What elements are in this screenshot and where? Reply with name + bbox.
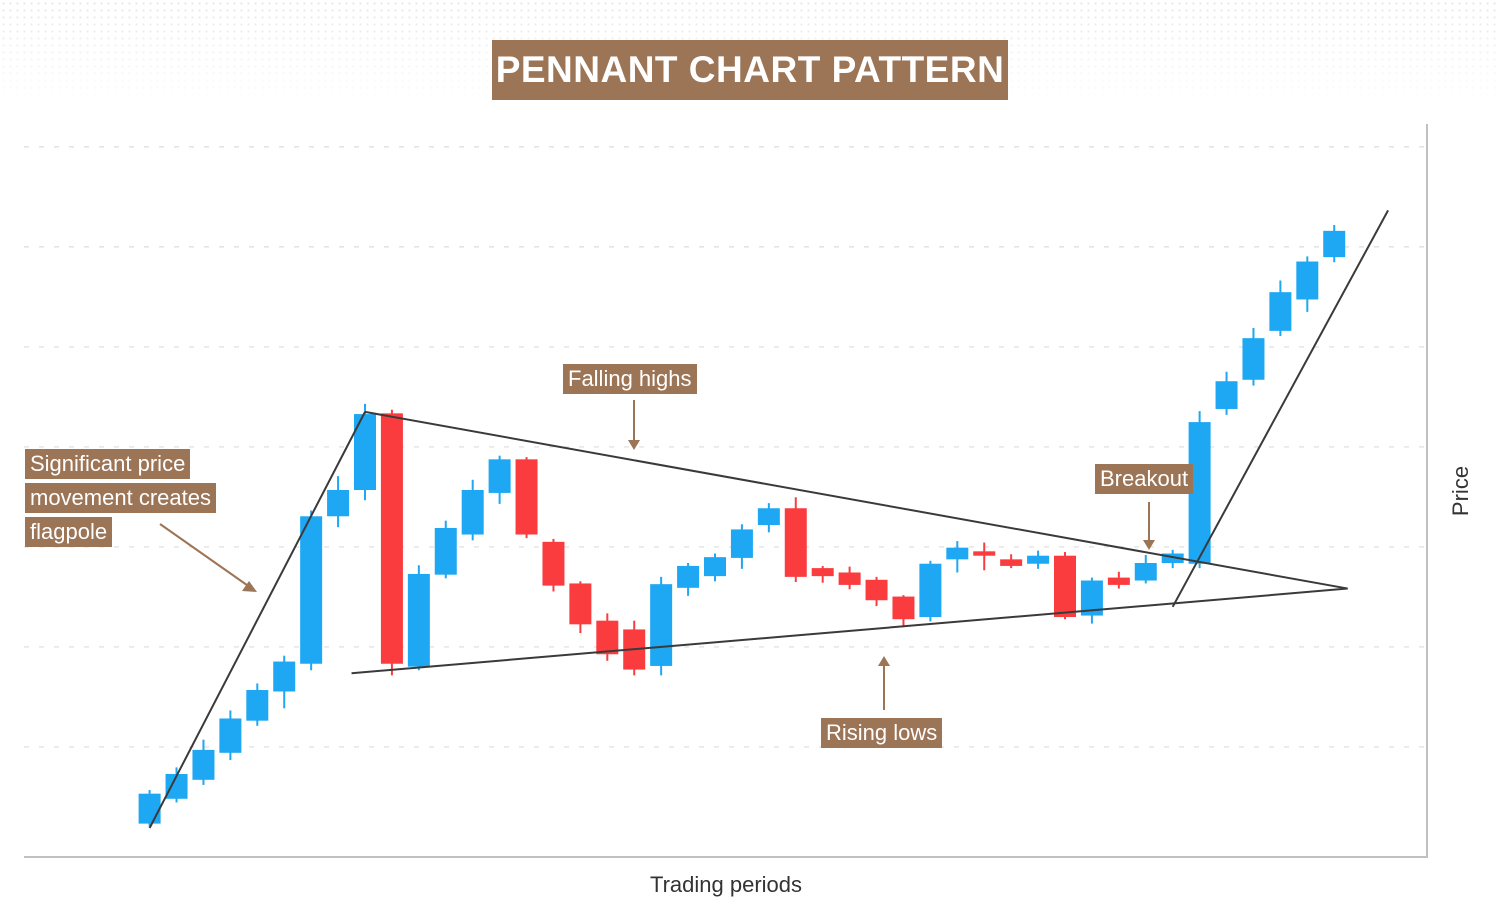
candle-body-19 bbox=[650, 584, 673, 666]
trendline-breakout bbox=[1171, 209, 1389, 608]
candle-body-21 bbox=[704, 557, 726, 577]
gridlines bbox=[24, 146, 1425, 748]
candle-body-35 bbox=[1080, 580, 1103, 616]
breakout-arrowhead bbox=[1143, 540, 1155, 550]
candle-body-39 bbox=[1188, 422, 1211, 564]
candle-body-29 bbox=[919, 563, 942, 618]
candle-body-9 bbox=[380, 413, 403, 664]
candle-body-3 bbox=[219, 718, 242, 753]
candle-body-37 bbox=[1134, 563, 1157, 581]
candle-body-36 bbox=[1107, 577, 1130, 585]
candle-body-16 bbox=[569, 583, 592, 625]
candle-body-11 bbox=[434, 527, 457, 575]
candle-body-20 bbox=[677, 565, 700, 588]
flagpole-label-line-3: flagpole bbox=[25, 517, 113, 547]
candle-body-2 bbox=[192, 749, 215, 780]
candle-body-22 bbox=[730, 529, 753, 558]
candle-body-15 bbox=[542, 541, 565, 586]
candle-body-17 bbox=[596, 620, 619, 655]
candle-body-4 bbox=[246, 690, 269, 721]
candle-body-13 bbox=[488, 459, 511, 493]
candle-body-42 bbox=[1269, 292, 1292, 331]
candle-body-12 bbox=[461, 490, 484, 535]
candle-body-0 bbox=[138, 793, 161, 824]
candle-body-27 bbox=[865, 579, 888, 601]
candle-body-34 bbox=[1054, 555, 1076, 618]
candle-body-24 bbox=[784, 508, 807, 577]
candle-body-32 bbox=[1000, 559, 1023, 566]
candle-body-25 bbox=[811, 568, 834, 577]
rising-lows-arrowhead bbox=[878, 656, 890, 666]
axes bbox=[24, 124, 1428, 858]
candle-body-1 bbox=[165, 773, 188, 799]
rising-lows-label: Rising lows bbox=[821, 718, 943, 748]
candle-body-5 bbox=[273, 661, 296, 692]
breakout-label: Breakout bbox=[1095, 464, 1194, 494]
candle-body-44 bbox=[1323, 230, 1346, 258]
candle-body-7 bbox=[327, 490, 350, 517]
flagpole-arrowhead bbox=[242, 581, 257, 592]
candle-body-41 bbox=[1242, 338, 1265, 380]
candle-body-40 bbox=[1215, 381, 1238, 409]
candle-body-28 bbox=[892, 596, 915, 620]
trendline-flagpole bbox=[148, 411, 366, 829]
trendline-rising-lows bbox=[351, 587, 1348, 675]
flagpole-label-line-1: Significant price bbox=[25, 449, 191, 479]
candle-body-23 bbox=[757, 508, 780, 526]
falling-highs-label: Falling highs bbox=[563, 364, 697, 394]
candle-body-14 bbox=[515, 459, 538, 535]
falling-highs-arrowhead bbox=[628, 440, 640, 450]
trendlines bbox=[148, 209, 1389, 829]
chart-title: PENNANT CHART PATTERN bbox=[492, 40, 1008, 100]
candle-body-30 bbox=[946, 547, 969, 560]
y-axis-label: Price bbox=[1448, 465, 1473, 517]
x-axis-label: Trading periods bbox=[649, 872, 803, 897]
candle-body-38 bbox=[1161, 553, 1184, 563]
candlesticks bbox=[138, 225, 1346, 827]
flagpole-arrow bbox=[159, 523, 255, 591]
candle-body-31 bbox=[973, 551, 996, 556]
candle-body-8 bbox=[354, 414, 376, 490]
candle-body-26 bbox=[838, 572, 861, 585]
trendline-falling-highs bbox=[364, 410, 1348, 590]
candle-body-33 bbox=[1027, 555, 1050, 564]
candle-body-10 bbox=[407, 573, 430, 667]
candle-body-43 bbox=[1296, 261, 1319, 300]
annotation-arrows bbox=[159, 400, 1155, 710]
candle-body-6 bbox=[300, 516, 323, 664]
flagpole-label-line-2: movement creates bbox=[25, 483, 216, 513]
